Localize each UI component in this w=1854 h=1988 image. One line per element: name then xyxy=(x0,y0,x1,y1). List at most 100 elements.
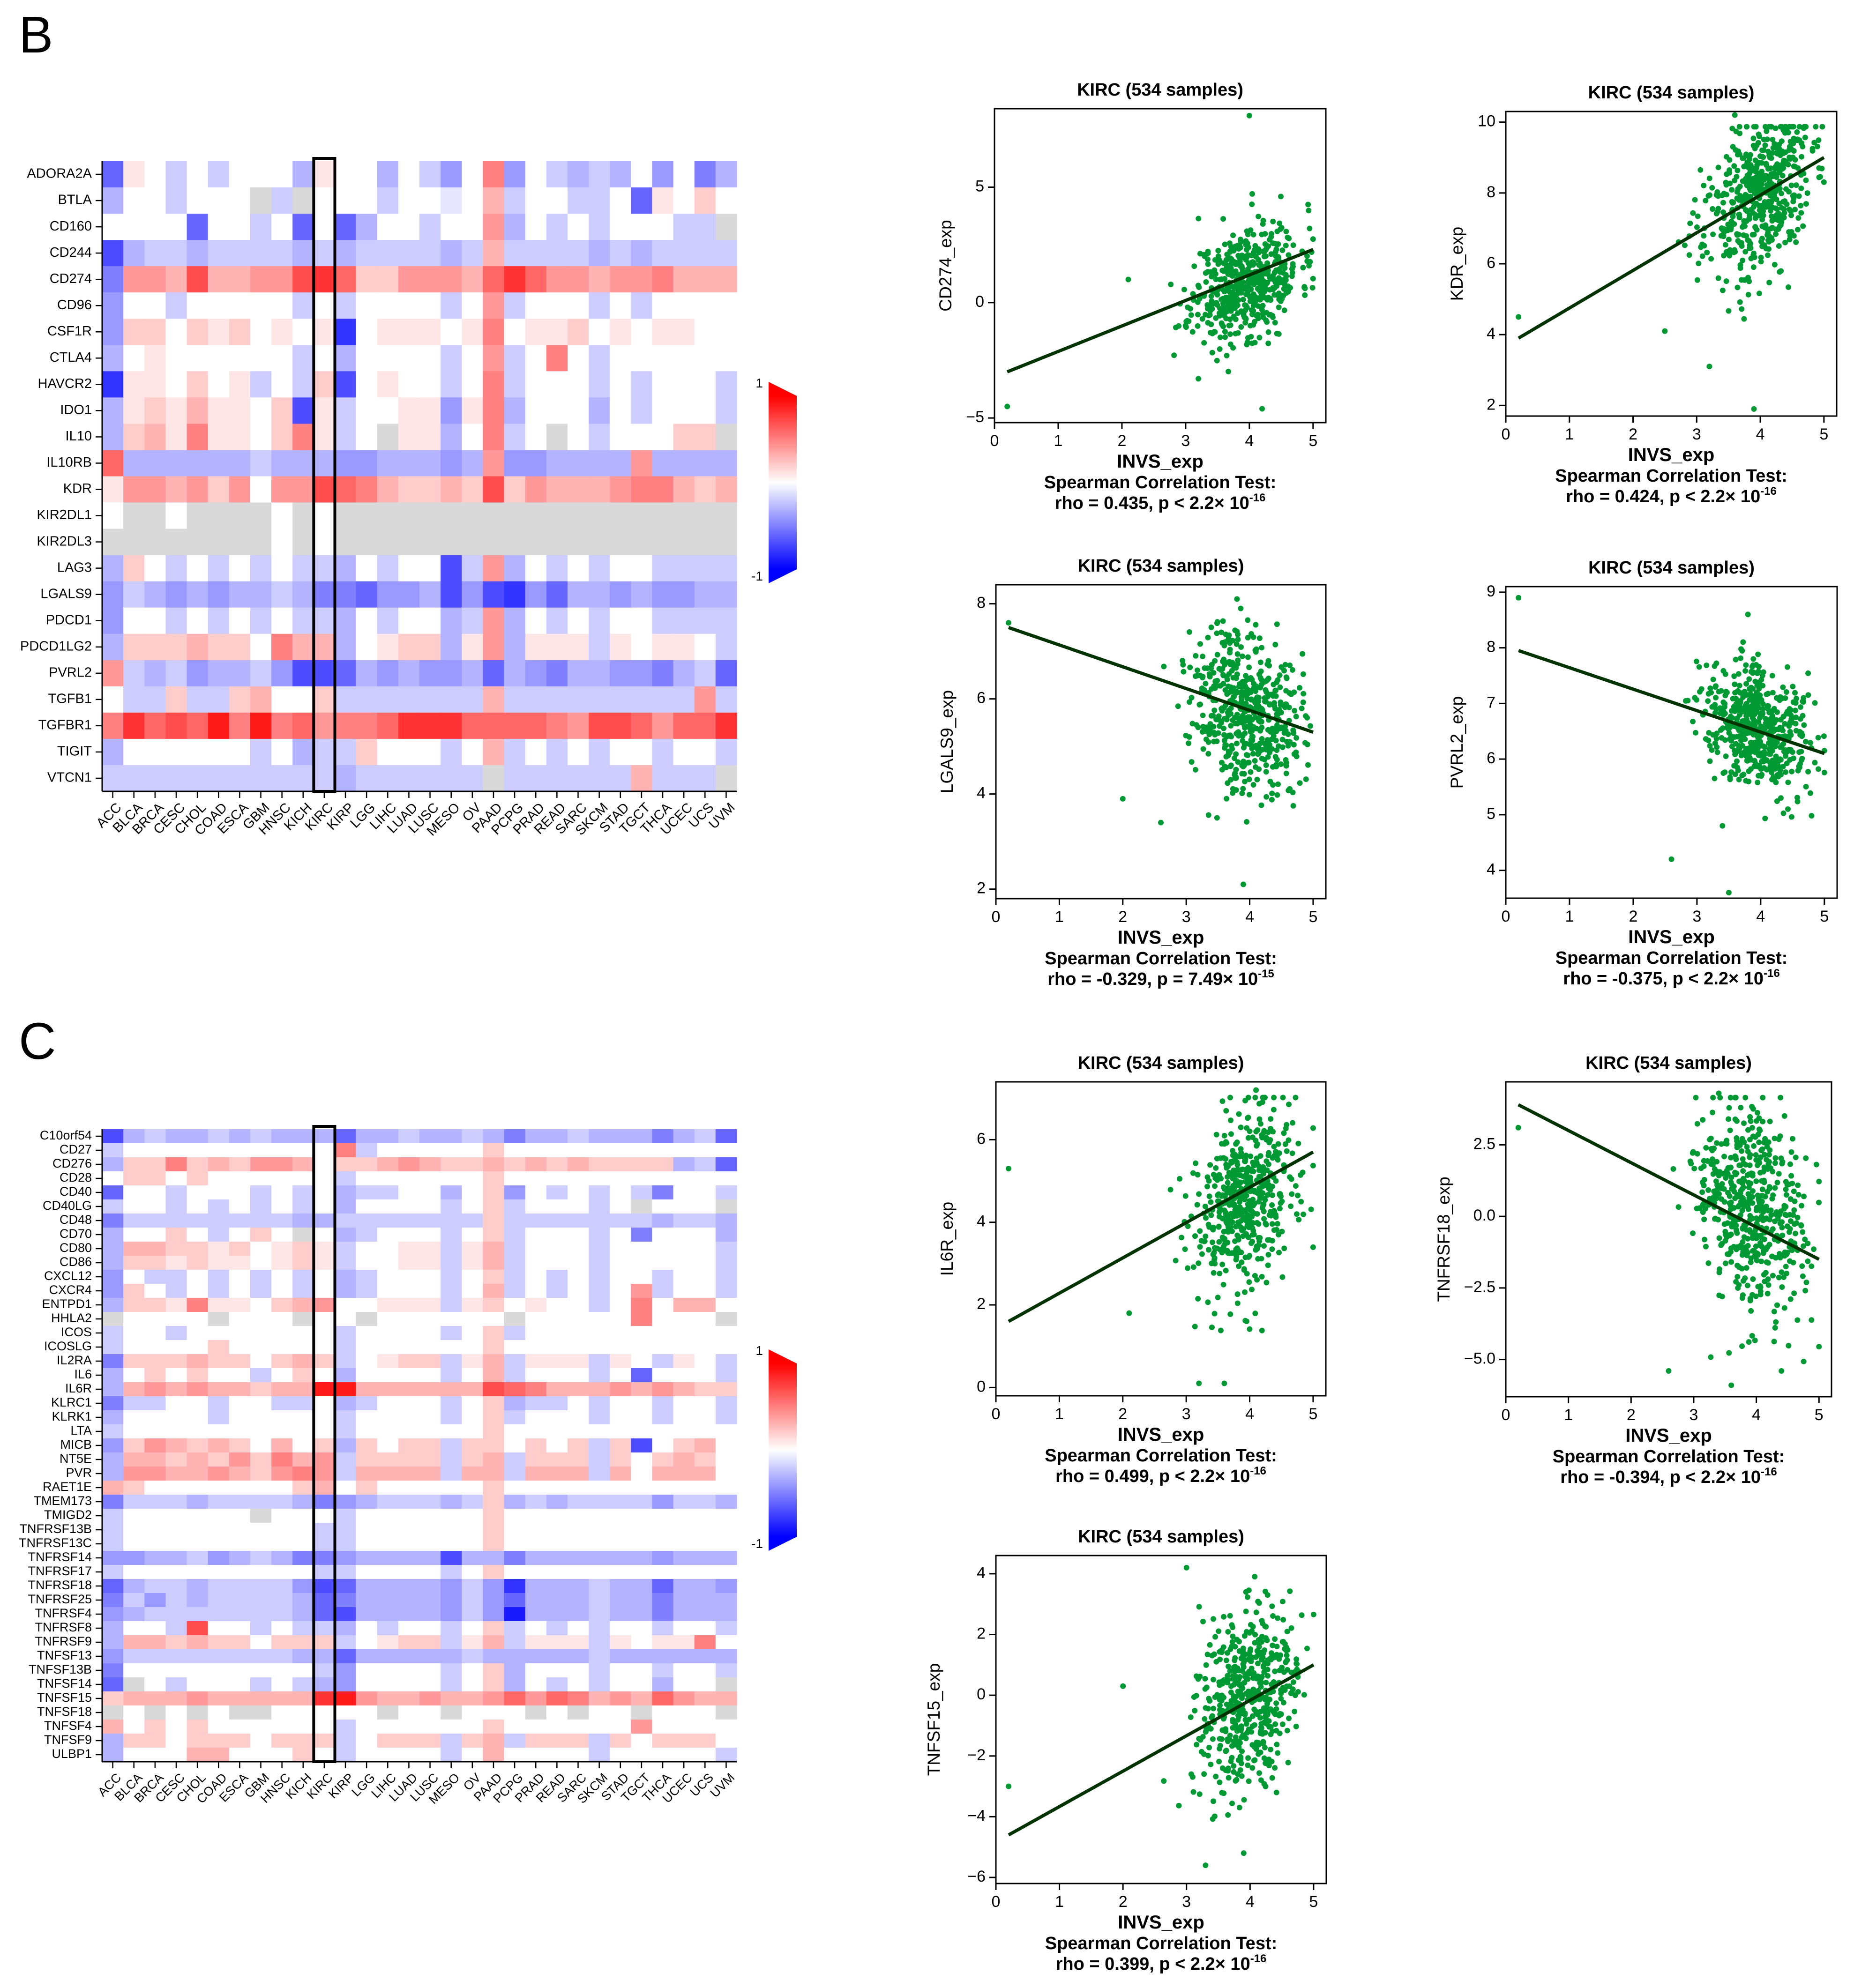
data-point xyxy=(1773,753,1779,759)
heatmap-cell-klrk1-pcpg xyxy=(504,1410,526,1425)
heatmap-cell-tnfsf18-kich xyxy=(292,1705,314,1720)
heatmap-cell-il6r-tgct xyxy=(631,1382,653,1397)
heatmap-cell-tnfsf14-sarc xyxy=(567,1677,589,1692)
heatmap-cell-il10rb-chol xyxy=(187,450,209,477)
heatmap-cell-ulbp1-kich xyxy=(292,1748,314,1762)
heatmap-cell-tigit-lusc xyxy=(419,738,441,766)
heatmap-cell-raet1e-brca xyxy=(144,1481,166,1495)
heatmap-cell-nt5e-brca xyxy=(144,1452,166,1467)
heatmap-cell-csf1r-thca xyxy=(652,319,674,345)
data-point xyxy=(1240,297,1246,303)
heatmap-cell-icoslg-luad xyxy=(398,1340,420,1355)
panel-label-c: C xyxy=(19,1013,56,1070)
heatmap-cell-havcr2-blca xyxy=(123,371,145,398)
data-point xyxy=(1248,1153,1254,1159)
data-point xyxy=(1786,147,1792,153)
heatmap-cell-nt5e-coad xyxy=(208,1452,230,1467)
data-point xyxy=(1795,215,1802,221)
row-label-cd70: CD70 xyxy=(60,1227,92,1241)
data-point xyxy=(1780,714,1787,720)
heatmap-cell-pvr-blca xyxy=(123,1467,145,1481)
data-point xyxy=(1244,254,1250,261)
heatmap-cell-csf1r-stad xyxy=(610,319,631,345)
heatmap-cell-cd86-prad xyxy=(525,1256,547,1270)
data-point xyxy=(1257,659,1263,665)
heatmap-cell-il2ra-sarc xyxy=(567,1354,589,1369)
data-point xyxy=(1815,735,1821,741)
data-point xyxy=(1125,276,1131,283)
data-point xyxy=(1293,1211,1300,1217)
heatmap-cell-nt5e-lgg xyxy=(356,1452,378,1467)
data-point xyxy=(1208,713,1214,719)
heatmap-cell-cd244-meso xyxy=(441,240,462,267)
heatmap-cell-tnfsf13b-kirp xyxy=(335,1663,357,1678)
heatmap-cell-cd274-gbm xyxy=(250,266,272,293)
heatmap-cell-ulbp1-kirc xyxy=(314,1748,336,1762)
heatmap-cell-csf1r-pcpg xyxy=(504,319,526,345)
data-point xyxy=(1228,1131,1234,1137)
data-point xyxy=(1743,662,1749,668)
x-axis-label: INVS_exp xyxy=(1628,445,1715,465)
heatmap-cell-pvrl2-skcm xyxy=(589,660,610,687)
heatmap-cell-vtcn1-luad xyxy=(398,765,420,792)
heatmap-cell-klrc1-hnsc xyxy=(271,1396,293,1411)
data-point xyxy=(1272,641,1278,648)
heatmap-cell-cd244-acc xyxy=(102,240,124,267)
data-point xyxy=(1770,150,1776,156)
y-tick-label: 8 xyxy=(977,594,986,612)
heatmap-cell-il6r-ucs xyxy=(694,1382,716,1397)
data-point xyxy=(1222,1236,1228,1242)
data-point xyxy=(1794,795,1800,801)
heatmap-cell-tnfrsf4-brca xyxy=(144,1607,166,1622)
data-point xyxy=(1232,770,1238,776)
heatmap-cell-tnfrsf9-thca xyxy=(652,1635,674,1650)
heatmap-cell-cd86-paad xyxy=(483,1256,505,1270)
heatmap-cell-tnfsf18-luad xyxy=(398,1705,420,1720)
data-point xyxy=(1257,719,1263,725)
heatmap-cell-klrk1-uvm xyxy=(715,1410,737,1425)
heatmap-cell-ctla4-prad xyxy=(525,345,547,372)
heatmap-cell-micb-prad xyxy=(525,1438,547,1453)
data-point xyxy=(1203,680,1209,686)
heatmap-cell-pdcd1lg2-ucs xyxy=(694,633,716,661)
heatmap-cell-cd40-thca xyxy=(652,1185,674,1200)
heatmap-cell-ulbp1-read xyxy=(546,1748,568,1762)
row-label-cd48: CD48 xyxy=(60,1213,92,1227)
heatmap-cell-il6r-ucec xyxy=(673,1382,695,1397)
data-point xyxy=(1246,759,1252,766)
heatmap-cell-tnfsf9-gbm xyxy=(250,1734,272,1748)
data-point xyxy=(1719,225,1725,231)
data-point xyxy=(1215,261,1221,267)
heatmap-cell-lta-thca xyxy=(652,1424,674,1439)
data-point xyxy=(1779,148,1785,154)
heatmap-cell-tnfrsf4-kirp xyxy=(335,1607,357,1622)
data-point xyxy=(1221,732,1227,738)
row-label-ido1: IDO1 xyxy=(60,402,92,417)
heatmap-cell-tnfrsf17-gbm xyxy=(250,1565,272,1579)
data-point xyxy=(1712,684,1719,690)
heatmap-cell-tnfsf4-ucec xyxy=(673,1720,695,1734)
heatmap-cell-hhla2-gbm xyxy=(250,1312,272,1326)
data-point xyxy=(1234,295,1240,301)
heatmap-cell-cd86-stad xyxy=(610,1256,631,1270)
heatmap-cell-tigit-uvm xyxy=(715,738,737,766)
data-point xyxy=(1773,779,1779,785)
heatmap-cell-icos-uvm xyxy=(715,1326,737,1340)
heatmap-cell-cd160-chol xyxy=(187,214,209,240)
heatmap-cell-raet1e-pcpg xyxy=(504,1481,526,1495)
heatmap-cell-cd27-stad xyxy=(610,1143,631,1158)
heatmap-cell-tmigd2-hnsc xyxy=(271,1509,293,1523)
heatmap-cell-kdr-ucs xyxy=(694,476,716,503)
heatmap-cell-cd27-acc xyxy=(102,1143,124,1158)
heatmap-cell-klrk1-thca xyxy=(652,1410,674,1425)
heatmap-cell-tnfrsf9-luad xyxy=(398,1635,420,1650)
data-point xyxy=(1283,229,1289,235)
heatmap-cell-pvr-lgg xyxy=(356,1467,378,1481)
data-point xyxy=(1734,231,1740,237)
heatmap-cell-tnfrsf4-kirc xyxy=(314,1607,336,1622)
heatmap-cell-csf1r-sarc xyxy=(567,319,589,345)
heatmap-cell-klrk1-esca xyxy=(229,1410,251,1425)
heatmap-cell-tnfsf9-paad xyxy=(483,1734,505,1748)
data-point xyxy=(1778,757,1784,763)
heatmap-cell-tnfrsf8-tgct xyxy=(631,1621,653,1636)
